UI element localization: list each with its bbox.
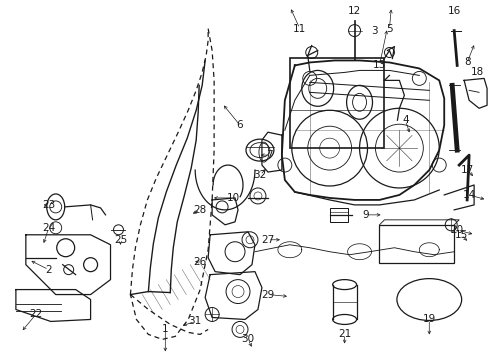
Text: 9: 9 — [362, 210, 368, 220]
Text: 26: 26 — [193, 257, 206, 267]
Text: 21: 21 — [337, 329, 350, 339]
Bar — [379, 225, 453, 263]
Text: 6: 6 — [236, 120, 243, 130]
Text: 15: 15 — [454, 230, 467, 240]
Text: 22: 22 — [29, 310, 42, 319]
Text: 5: 5 — [386, 24, 392, 33]
Text: 1: 1 — [162, 324, 168, 334]
Text: 27: 27 — [261, 235, 274, 245]
Text: 17: 17 — [460, 165, 473, 175]
Text: 24: 24 — [42, 223, 55, 233]
Text: 29: 29 — [261, 289, 274, 300]
Text: 19: 19 — [422, 314, 435, 324]
Text: 16: 16 — [447, 6, 460, 15]
Text: 8: 8 — [463, 58, 469, 67]
Text: 25: 25 — [114, 235, 127, 245]
Text: 13: 13 — [372, 60, 386, 71]
Bar — [289, 58, 384, 148]
Text: 10: 10 — [226, 193, 239, 203]
Bar — [329, 208, 347, 222]
Text: 7: 7 — [266, 150, 273, 160]
Text: 28: 28 — [193, 205, 206, 215]
Text: 3: 3 — [370, 26, 377, 36]
Text: 30: 30 — [241, 334, 254, 345]
Text: 31: 31 — [188, 316, 202, 327]
Text: 2: 2 — [45, 265, 52, 275]
Text: 14: 14 — [462, 190, 475, 200]
Text: 18: 18 — [469, 67, 483, 77]
Text: 11: 11 — [293, 24, 306, 33]
Text: 32: 32 — [253, 170, 266, 180]
Text: 20: 20 — [450, 225, 463, 235]
Text: 12: 12 — [347, 6, 361, 15]
Text: 4: 4 — [401, 115, 408, 125]
Text: 23: 23 — [42, 200, 55, 210]
